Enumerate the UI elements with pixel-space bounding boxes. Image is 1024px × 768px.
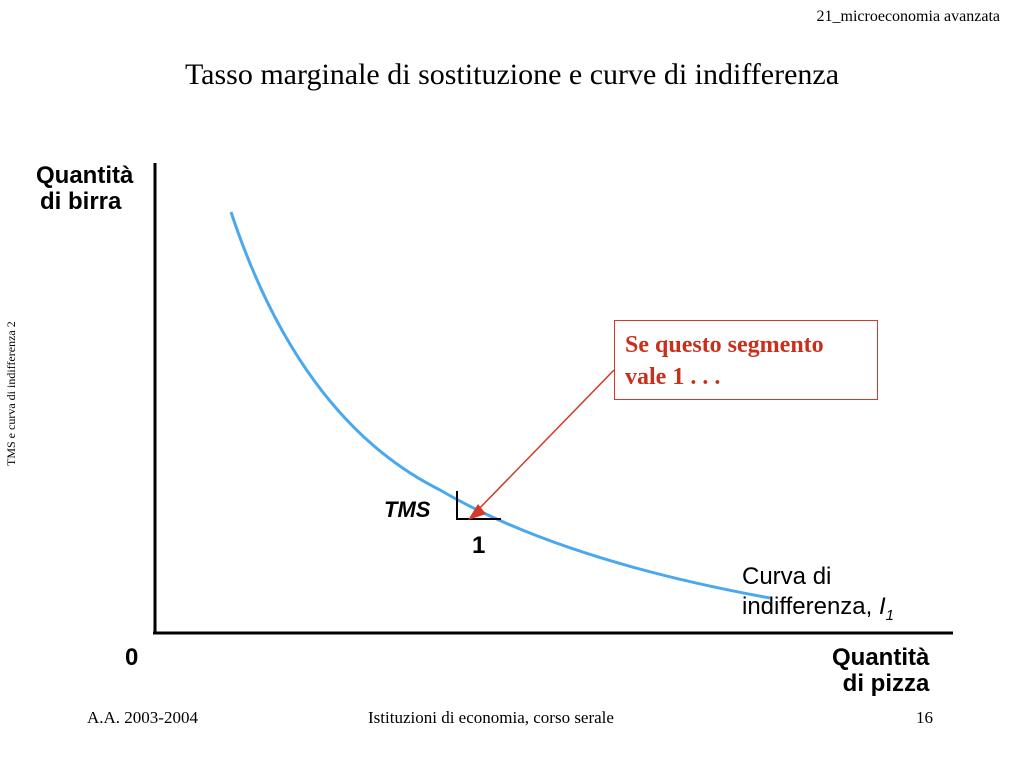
callout-arrowhead — [468, 504, 486, 520]
x-axis-label-line1: Quantità — [832, 644, 930, 671]
curve-label-line1: Curva di — [742, 563, 832, 590]
tms-label: TMS — [384, 497, 431, 522]
one-label: 1 — [472, 532, 486, 559]
footer-course: Istituzioni di economia, corso serale — [368, 708, 614, 727]
tms-bracket — [456, 491, 501, 520]
callout-box: Se questo segmento vale 1 . . . — [614, 320, 878, 400]
callout-arrow-line — [473, 369, 615, 515]
callout-line1: Se questo segmento — [625, 332, 824, 358]
footer-year: A.A. 2003-2004 — [87, 708, 198, 727]
curve-label-text: indifferenza, — [742, 593, 873, 620]
page-number: 16 — [916, 708, 933, 727]
callout-line2: vale 1 . . . — [625, 364, 721, 390]
slide-title: Tasso marginale di sostituzione e curve … — [184, 58, 840, 91]
curve-subscript: 1 — [885, 606, 894, 624]
indifference-curve — [229, 211, 771, 600]
course-header: 21_microeconomia avanzata — [816, 8, 1000, 25]
x-axis-label-line2: di pizza — [842, 670, 930, 697]
y-axis-label: Quantità di birra — [36, 163, 133, 215]
x-axis-label: Quantità di pizza — [832, 645, 929, 697]
y-axis-label-line2: di birra — [40, 188, 122, 215]
curve-label-line2: indifferenza, I1 — [742, 592, 894, 631]
origin-label: 0 — [125, 644, 139, 671]
curve-symbol: I — [878, 593, 886, 620]
curve-label: Curva di indifferenza, I1 — [742, 562, 894, 631]
y-axis-label-line1: Quantità — [36, 162, 134, 189]
